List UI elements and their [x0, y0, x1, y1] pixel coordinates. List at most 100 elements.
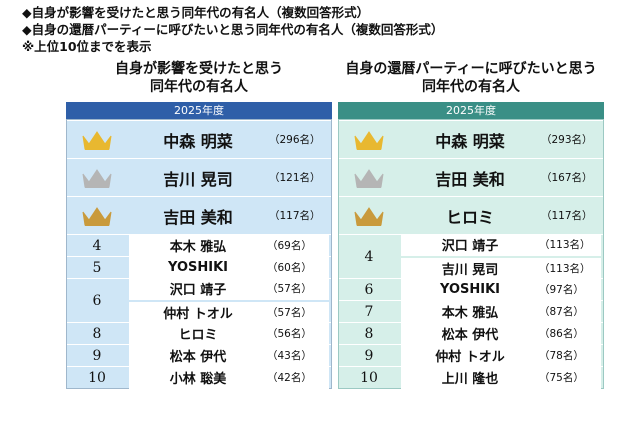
left-panel: 自身が影響を受けたと思う 同年代の有名人 2025年度 中森 明菜 （296名） 吉…	[66, 60, 332, 389]
rank-number: 6	[364, 281, 374, 298]
right-title-line2: 同年代の有名人	[422, 79, 520, 95]
table-row: 吉川 晃司 （121名）	[67, 158, 331, 196]
table-row: 中森 明菜 （293名）	[339, 120, 603, 158]
silver-crown-icon	[339, 166, 399, 190]
list-item: 吉川 晃司 （113名）	[401, 257, 601, 280]
celebrity-name: 小林 聡美	[169, 372, 227, 387]
vote-count: （117名）	[541, 210, 593, 222]
celebrity-name: 沢口 靖子	[441, 239, 499, 254]
celebrity-name: 吉川 晃司	[441, 263, 499, 278]
vote-count: （57名）	[267, 307, 312, 319]
table-row: 9 仲村 トオル （78名）	[339, 344, 603, 367]
list-item: 沢口 靖子 （57名）	[129, 277, 329, 300]
left-title-line2: 同年代の有名人	[150, 79, 248, 95]
celebrity-name: 吉田 美和	[163, 207, 233, 227]
rank-number: 10	[360, 369, 378, 386]
list-item: 上川 隆也 （75名）	[401, 366, 601, 389]
left-year-header: 2025年度	[66, 102, 332, 119]
rank-number: 6	[92, 292, 102, 309]
vote-count: （296名）	[269, 134, 321, 146]
vote-count: （57名）	[267, 283, 312, 295]
rank-number: 7	[364, 303, 374, 320]
celebrity-name: 松本 伊代	[169, 350, 227, 365]
vote-count: （293名）	[541, 134, 593, 146]
celebrity-name: 松本 伊代	[441, 328, 499, 343]
list-item: 松本 伊代 （43名）	[129, 344, 329, 367]
list-item: 吉川 晃司 （121名）	[127, 160, 331, 196]
vote-count: （117名）	[269, 210, 321, 222]
table-row: 4 沢口 靖子 （113名） 吉川 晃司 （113名）	[339, 233, 603, 280]
list-item: YOSHIKI （97名）	[401, 278, 601, 301]
vote-count: （113名）	[539, 239, 591, 251]
list-item: ヒロミ （56名）	[129, 322, 329, 345]
left-panel-title: 自身が影響を受けたと思う 同年代の有名人	[66, 60, 332, 100]
celebrity-name: 吉田 美和	[435, 169, 505, 189]
celebrity-name: YOSHIKI	[440, 282, 500, 297]
celebrity-name: 吉川 晃司	[163, 169, 233, 189]
list-item: 沢口 靖子 （113名）	[401, 233, 601, 256]
bronze-crown-icon	[67, 204, 127, 228]
vote-count: （69名）	[267, 240, 312, 252]
rank-number: 8	[92, 325, 102, 342]
rank-number: 4	[92, 237, 102, 254]
rank-number: 4	[364, 248, 374, 265]
celebrity-name: 中森 明菜	[435, 131, 505, 151]
rank-number: 9	[92, 347, 102, 364]
rank-number: 9	[364, 347, 374, 364]
table-row: ヒロミ （117名）	[339, 196, 603, 234]
celebrity-name: 本木 雅弘	[441, 306, 499, 321]
celebrity-name: 本木 雅弘	[169, 240, 227, 255]
vote-count: （167名）	[541, 172, 593, 184]
left-title-line1: 自身が影響を受けたと思う	[115, 61, 283, 77]
gold-crown-icon	[67, 128, 127, 152]
rank-number: 10	[88, 369, 106, 386]
table-row: 5 YOSHIKI （60名）	[67, 256, 331, 279]
table-row: 10 小林 聡美 （42名）	[67, 366, 331, 389]
list-item: 吉田 美和 （117名）	[127, 198, 331, 234]
list-item: 小林 聡美 （42名）	[129, 366, 329, 389]
vote-count: （43名）	[267, 350, 312, 362]
vote-count: （78名）	[539, 350, 584, 362]
rank-number: 8	[364, 325, 374, 342]
list-item: 仲村 トオル （78名）	[401, 344, 601, 367]
note-1: ◆自身が影響を受けたと思う同年代の有名人（複数回答形式）	[22, 5, 370, 20]
list-item: YOSHIKI （60名）	[129, 256, 329, 279]
table-row: 吉田 美和 （167名）	[339, 158, 603, 196]
table-row: 中森 明菜 （296名）	[67, 120, 331, 158]
right-panel: 自身の還暦パーティーに呼びたいと思う 同年代の有名人 2025年度 中森 明菜 （…	[338, 60, 604, 389]
vote-count: （75名）	[539, 372, 584, 384]
celebrity-name: 仲村 トオル	[163, 307, 233, 322]
vote-count: （42名）	[267, 372, 312, 384]
bronze-crown-icon	[339, 204, 399, 228]
right-year-header: 2025年度	[338, 102, 604, 119]
celebrity-name: YOSHIKI	[168, 260, 228, 275]
rank-number: 5	[92, 259, 102, 276]
vote-count: （121名）	[269, 172, 321, 184]
vote-count: （56名）	[267, 328, 312, 340]
table-row: 9 松本 伊代 （43名）	[67, 344, 331, 367]
right-panel-title: 自身の還暦パーティーに呼びたいと思う 同年代の有名人	[338, 60, 604, 100]
table-row: 吉田 美和 （117名）	[67, 196, 331, 234]
list-item: 松本 伊代 （86名）	[401, 322, 601, 345]
table-row: 6 YOSHIKI （97名）	[339, 278, 603, 301]
note-3: ※上位10位までを表示	[22, 39, 152, 54]
list-item: 吉田 美和 （167名）	[399, 160, 603, 196]
vote-count: （86名）	[539, 328, 584, 340]
list-item: ヒロミ （117名）	[399, 198, 603, 234]
table-row: 7 本木 雅弘 （87名）	[339, 300, 603, 323]
list-item: 本木 雅弘 （69名）	[129, 234, 329, 257]
gold-crown-icon	[339, 128, 399, 152]
table-row: 8 松本 伊代 （86名）	[339, 322, 603, 345]
celebrity-name: 中森 明菜	[163, 131, 233, 151]
list-item: 中森 明菜 （296名）	[127, 122, 331, 158]
celebrity-name: 上川 隆也	[441, 372, 499, 387]
right-ranking-table: 中森 明菜 （293名） 吉田 美和 （167名） ヒロミ （117名） 4 沢口 靖子 （11…	[338, 119, 604, 389]
vote-count: （113名）	[539, 263, 591, 275]
vote-count: （87名）	[539, 306, 584, 318]
vote-count: （60名）	[267, 262, 312, 274]
notes: ◆自身が影響を受けたと思う同年代の有名人（複数回答形式） ◆自身の還暦パーティー…	[22, 4, 443, 55]
right-title-line1: 自身の還暦パーティーに呼びたいと思う	[345, 61, 597, 77]
table-row: 6 沢口 靖子 （57名） 仲村 トオル （57名）	[67, 277, 331, 324]
celebrity-name: ヒロミ	[445, 207, 494, 227]
note-2: ◆自身の還暦パーティーに呼びたいと思う同年代の有名人（複数回答形式）	[22, 22, 444, 37]
